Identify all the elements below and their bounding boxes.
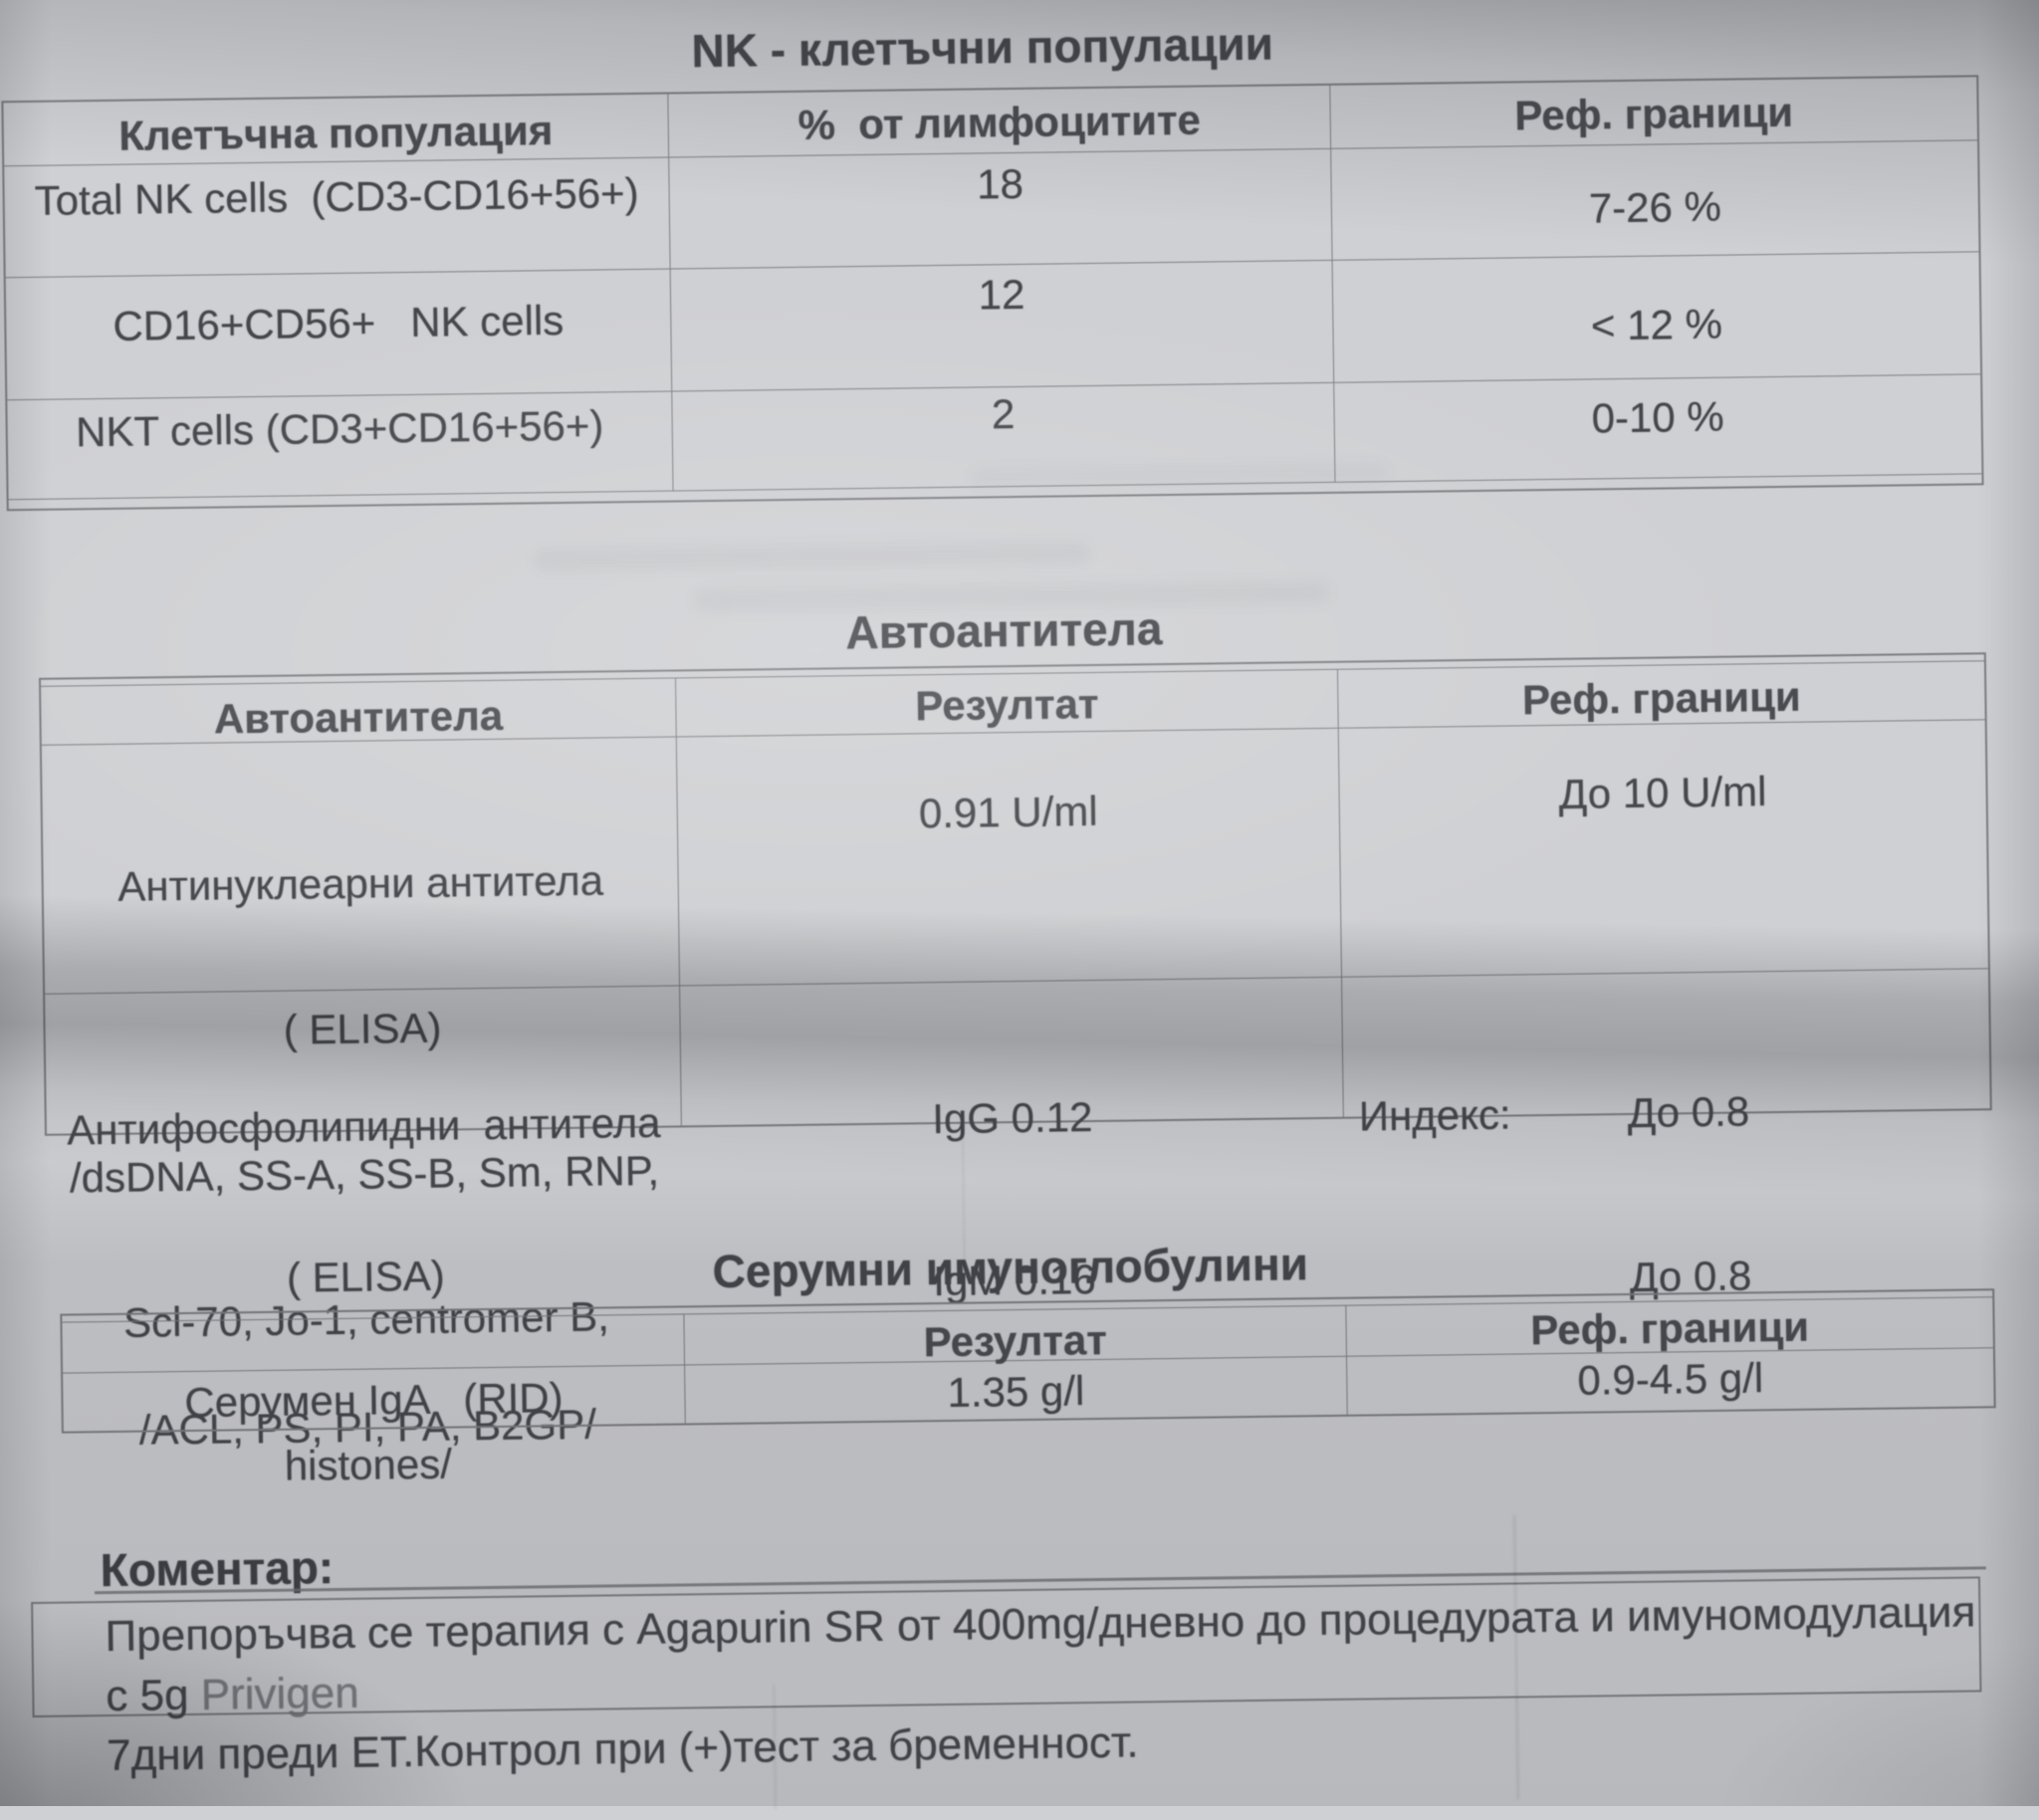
ref-range-cell: 0-10 % <box>1334 374 1982 483</box>
result-cell: 0.91 U/ml <box>676 728 1343 987</box>
ref-range-cell: 7-26 % <box>1331 140 1979 261</box>
index-label: Индекс: <box>1358 1090 1511 1140</box>
ref-range-cell: Индекс: До 0.8 До 0.8 <box>1342 969 1990 1301</box>
result-cell: 1.35 g/l <box>685 1356 1348 1424</box>
serum-immunoglobulins-table: Резултат Реф. граници Серумен IgA (RID) … <box>60 1288 1996 1434</box>
antibody-name-cell: Антифосфолипидни антитела ( ELISA) /ACL,… <box>45 986 682 1454</box>
population-cell: CD16+CD56+ NK cells <box>5 269 673 401</box>
column-header-empty <box>62 1313 686 1374</box>
column-header-ref-range: Реф. граници <box>1346 1296 1993 1357</box>
percent-value-cell: 18 <box>669 148 1333 270</box>
comment-text-faded: Privigen <box>200 1668 360 1719</box>
comment-text: Препоръчва се терапия с Agapurin SR от 4… <box>105 1587 1988 1721</box>
column-header-autoantibodies: Автоантитела <box>41 677 677 746</box>
population-cell: Total NK cells (CD3-CD16+56+) <box>4 157 671 279</box>
antibody-name-cell: Антинуклеарни антитела ( ELISA) /dsDNA, … <box>41 737 681 1489</box>
column-header-result: Резултат <box>684 1304 1347 1366</box>
ref-range-line: Индекс: До 0.8 <box>1343 1075 1990 1149</box>
column-header-ref-range: Реф. граници <box>1330 77 1978 149</box>
column-header-result: Резултат <box>676 668 1339 738</box>
ref-range-cell: < 12 % <box>1332 252 1981 383</box>
ref-range-value: До 0.8 <box>1627 1087 1750 1137</box>
population-cell: NKT cells (CD3+CD16+56+) <box>7 391 674 501</box>
nk-populations-table: Клетъчна популация % от лимфоцитите Реф.… <box>1 75 1984 512</box>
antibody-name-line: Антифосфолипидни антитела <box>66 1098 661 1154</box>
antibody-name-line: Антинуклеарни антитела <box>117 856 604 910</box>
comment-box: Препоръчва се терапия с Agapurin SR от 4… <box>31 1576 1982 1780</box>
ref-range-cell: 0.9-4.5 g/l <box>1577 1354 1764 1404</box>
bleed-through-smudge <box>533 542 1091 571</box>
analyte-name-cell: Серумен IgA (RID) <box>63 1365 686 1432</box>
result-line-igg: IgG 0.12 <box>931 1093 1093 1143</box>
result-cell: IgG 0.12 IgM 0.16 <box>680 977 1344 1304</box>
column-header-population: Клетъчна популация <box>3 94 670 167</box>
section-title-nk-populations: NK - клетъчни популации <box>691 17 1274 78</box>
ref-range-cell: До 10 U/ml <box>1338 720 1988 978</box>
column-header-percent-lymphocytes: % от лимфоцитите <box>668 85 1332 158</box>
column-header-ref-range: Реф. граници <box>1337 660 1985 729</box>
autoantibodies-table: Автоантитела Резултат Реф. граници Антин… <box>38 652 1992 1489</box>
percent-value-cell: 12 <box>670 260 1335 392</box>
